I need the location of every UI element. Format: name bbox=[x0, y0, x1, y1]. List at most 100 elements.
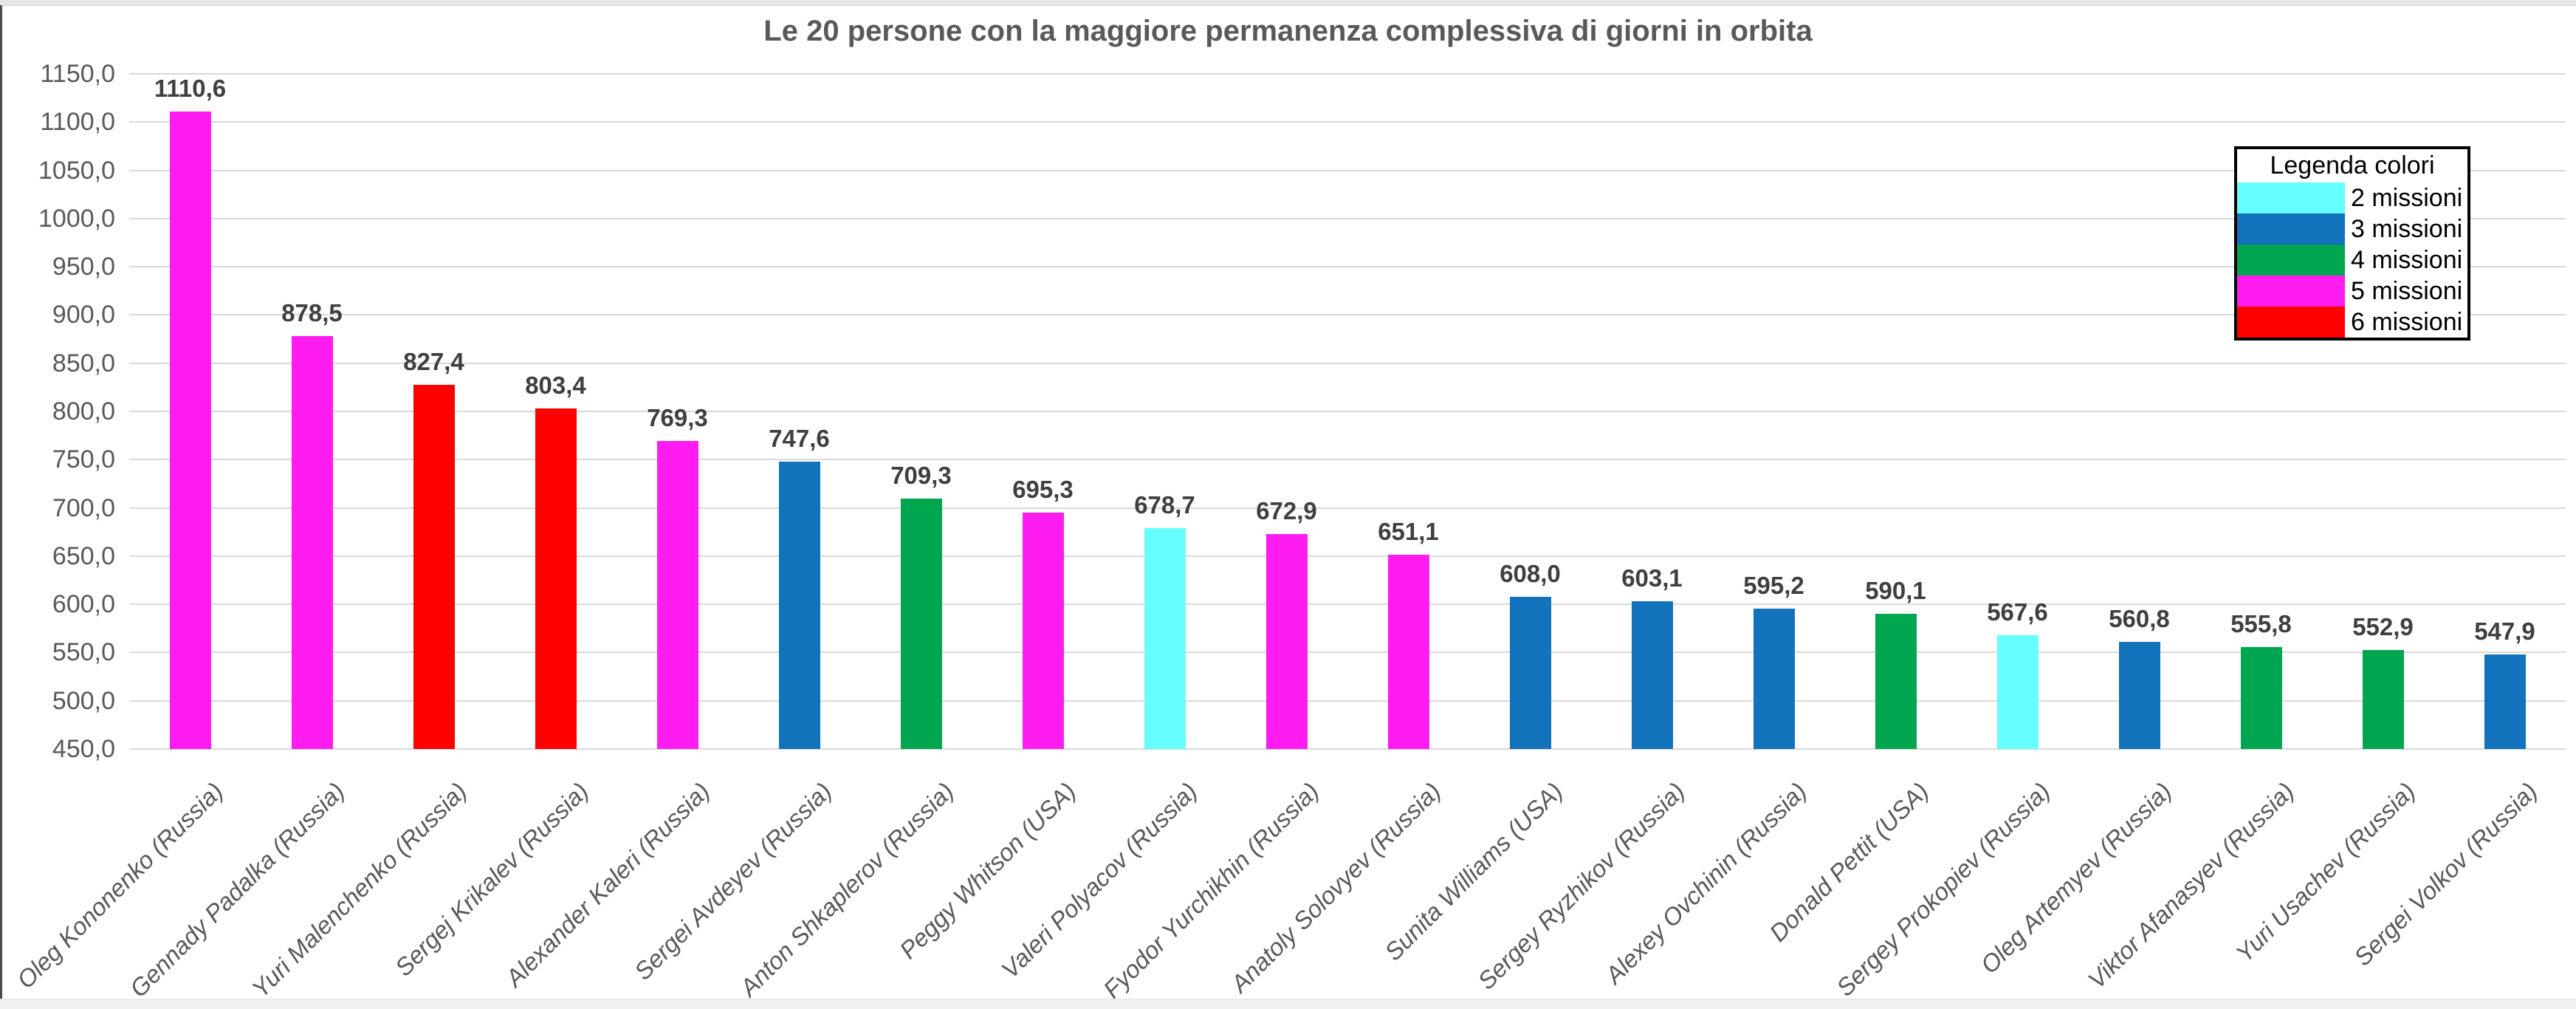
bar[interactable] bbox=[1265, 533, 1308, 749]
bar[interactable] bbox=[2118, 642, 2160, 749]
bar[interactable] bbox=[535, 408, 577, 749]
legend-rows: 2 missioni 3 missioni 4 missioni 5 missioni… bbox=[2237, 182, 2467, 338]
window-top-edge bbox=[0, 0, 2576, 6]
x-axis-category-label: Valeri Polyacov (Russia) bbox=[996, 777, 1203, 984]
y-axis-tick-label: 1050,0 bbox=[38, 156, 115, 185]
bar-value-label: 608,0 bbox=[1500, 559, 1561, 587]
bar-value-label: 547,9 bbox=[2474, 618, 2535, 646]
gridline bbox=[129, 507, 2566, 509]
y-axis-tick-label: 600,0 bbox=[52, 590, 115, 619]
bar[interactable] bbox=[1509, 596, 1551, 749]
y-axis: 1150,0 1100,0 1050,0 1000,0 950,0 900,0 850,0 8… bbox=[0, 60, 120, 763]
x-axis-category-label: Fyodor Yurchikhin (Russia) bbox=[1098, 777, 1325, 1004]
bar-value-label: 552,9 bbox=[2352, 612, 2414, 640]
gridline bbox=[129, 73, 2566, 75]
bar-value-label: 595,2 bbox=[1743, 572, 1804, 600]
x-axis: Oleg Kononenko (Russia) Gennady Padalka (… bbox=[11, 749, 2566, 1004]
bar-value-label: 672,9 bbox=[1256, 496, 1317, 524]
gridline bbox=[129, 121, 2566, 123]
bar[interactable] bbox=[2484, 654, 2526, 749]
gridline bbox=[129, 555, 2566, 557]
legend-color-swatch bbox=[2237, 244, 2345, 276]
bar[interactable] bbox=[900, 499, 942, 749]
y-axis-tick-label: 1150,0 bbox=[40, 60, 115, 88]
gridline bbox=[129, 314, 2566, 316]
bar[interactable] bbox=[413, 385, 455, 749]
legend-title: Legenda colori bbox=[2270, 151, 2435, 179]
y-axis-tick-label: 700,0 bbox=[52, 493, 115, 522]
legend-color-swatch bbox=[2237, 213, 2345, 244]
bar[interactable] bbox=[656, 441, 698, 749]
bar[interactable] bbox=[1144, 528, 1186, 749]
legend[interactable]: Legenda colori 2 missioni 3 missioni 4 mis… bbox=[2234, 146, 2470, 341]
legend-color-swatch bbox=[2237, 182, 2345, 213]
x-axis-category-label: Sergey Ryzhikov (Russia) bbox=[1472, 777, 1690, 995]
gridline bbox=[129, 217, 2566, 219]
y-axis-tick-label: 850,0 bbox=[52, 349, 115, 377]
gridline bbox=[129, 266, 2566, 268]
legend-entry-label: 2 missioni bbox=[2351, 184, 2463, 212]
y-axis-tick-label: 1100,0 bbox=[40, 108, 115, 137]
bar[interactable] bbox=[291, 335, 333, 749]
legend-entry-label: 6 missioni bbox=[2351, 308, 2463, 336]
gridline bbox=[129, 651, 2566, 654]
bar[interactable] bbox=[1996, 635, 2039, 749]
bar-value-label: 1110,6 bbox=[154, 75, 227, 103]
gridline bbox=[129, 169, 2566, 171]
bar-value-label: 695,3 bbox=[1012, 475, 1074, 503]
bar[interactable] bbox=[169, 112, 211, 749]
bar-value-label: 709,3 bbox=[890, 462, 952, 490]
bar-value-label: 603,1 bbox=[1621, 564, 1683, 592]
chart-title[interactable]: Le 20 persone con la maggiore permanenza… bbox=[763, 15, 1813, 47]
x-axis-category-label: Oleg Kononenko (Russia) bbox=[11, 777, 228, 994]
window-left-edge bbox=[0, 5, 2, 999]
legend-row: 4 missioni bbox=[2237, 244, 2467, 276]
legend-entry-label: 4 missioni bbox=[2351, 246, 2463, 274]
x-axis-category-label: Anatoly Solovyev (Russia) bbox=[1226, 777, 1446, 998]
bar[interactable] bbox=[1022, 512, 1064, 749]
bar-value-label: 747,6 bbox=[769, 425, 830, 453]
gridline bbox=[129, 700, 2566, 702]
legend-color-swatch bbox=[2237, 307, 2345, 338]
bar-value-label: 560,8 bbox=[2109, 605, 2170, 633]
y-axis-tick-label: 800,0 bbox=[52, 397, 115, 425]
bar[interactable] bbox=[778, 462, 820, 749]
bar-value-label: 567,6 bbox=[1987, 598, 2048, 626]
bar-value-label: 555,8 bbox=[2230, 609, 2292, 637]
legend-row: 2 missioni bbox=[2237, 182, 2467, 213]
bar-value-label: 651,1 bbox=[1378, 518, 1439, 546]
bar-value-label: 878,5 bbox=[281, 298, 343, 326]
bar[interactable] bbox=[1387, 555, 1429, 749]
x-axis-category-label: Sergei Avdeyev (Russia) bbox=[629, 777, 837, 985]
bar-value-label: 590,1 bbox=[1865, 577, 1926, 605]
x-axis-category-label: Alexander Kaleri (Russia) bbox=[500, 777, 715, 992]
legend-row: 6 missioni bbox=[2237, 307, 2467, 338]
bar[interactable] bbox=[2240, 646, 2282, 749]
gridline bbox=[129, 459, 2566, 461]
x-axis-category-label: Sergej Krikalev (Russia) bbox=[389, 777, 594, 982]
gridline bbox=[129, 603, 2566, 606]
window-bottom-edge bbox=[0, 999, 2576, 1009]
x-axis-category-label: Yuri Malenchenko (Russia) bbox=[246, 777, 472, 1003]
x-axis-category-label: Gennady Padalka (Russia) bbox=[124, 777, 350, 1003]
y-axis-tick-label: 500,0 bbox=[52, 686, 115, 715]
plot-area: 1110,6 878,5 827,4 803,4 769,3 747,6 709,3 695,… bbox=[129, 73, 2566, 750]
bar[interactable] bbox=[1875, 614, 1917, 749]
x-axis-category-label: Anton Shkaplerov (Russia) bbox=[734, 777, 959, 1002]
bar-value-label: 769,3 bbox=[647, 404, 708, 432]
y-axis-tick-label: 650,0 bbox=[52, 541, 115, 570]
y-axis-tick-label: 1000,0 bbox=[38, 204, 115, 233]
y-axis-tick-label: 950,0 bbox=[52, 253, 115, 281]
x-axis-category-label: Alexey Ovchinin (Russia) bbox=[1599, 777, 1812, 989]
y-axis-tick-label: 450,0 bbox=[52, 735, 115, 763]
bar[interactable] bbox=[1753, 609, 1795, 749]
y-axis-tick-label: 750,0 bbox=[52, 445, 115, 474]
gridline bbox=[129, 362, 2566, 364]
gridline bbox=[129, 748, 2566, 750]
bar[interactable] bbox=[1631, 601, 1673, 749]
bar[interactable] bbox=[2362, 649, 2404, 749]
y-axis-tick-label: 550,0 bbox=[52, 638, 115, 667]
legend-entry-label: 3 missioni bbox=[2351, 215, 2463, 243]
x-axis-category-label: Viktor Afanasyev (Russia) bbox=[2082, 777, 2299, 994]
